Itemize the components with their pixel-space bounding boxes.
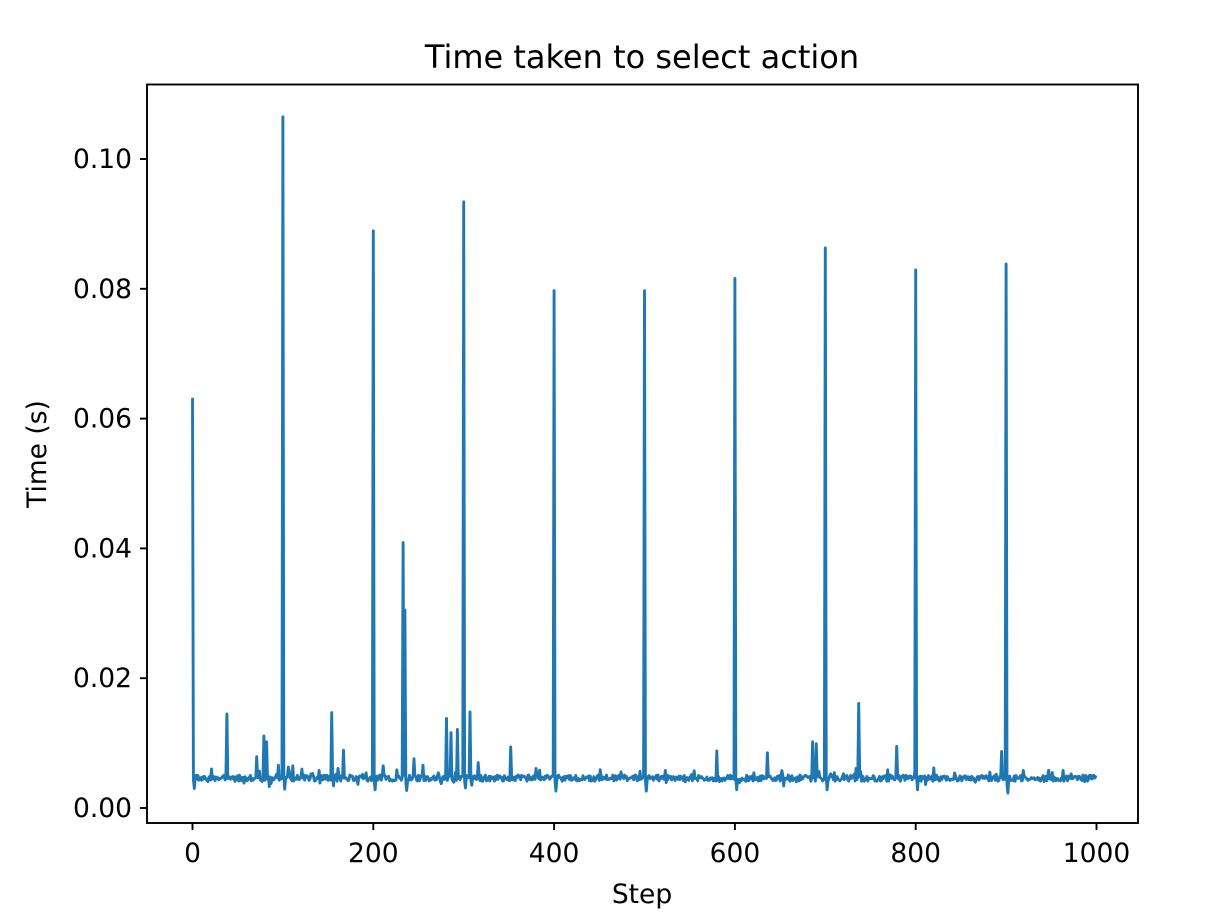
x-tick-label: 400 <box>529 838 580 869</box>
x-axis-ticks: 0 200 400 600 800 1000 <box>184 823 1130 869</box>
y-tick-label: 0.06 <box>73 404 132 435</box>
x-tick-label: 1000 <box>1063 838 1130 869</box>
axes-spines <box>146 83 1139 824</box>
x-tick-label: 600 <box>710 838 761 869</box>
y-tick-label: 0.04 <box>73 533 132 564</box>
y-axis-ticks: 0.00 0.02 0.04 0.06 0.08 0.10 <box>73 144 147 824</box>
y-tick-label: 0.10 <box>73 144 132 175</box>
time-series-line <box>191 115 1098 795</box>
x-tick-label: 0 <box>184 838 201 869</box>
y-tick-label: 0.00 <box>73 793 132 824</box>
y-axis-label: Time (s) <box>22 400 53 509</box>
y-tick-label: 0.08 <box>73 274 132 305</box>
chart-title: Time taken to select action <box>424 38 859 76</box>
y-tick-label: 0.02 <box>73 663 132 694</box>
series-polyline <box>191 115 1098 795</box>
x-tick-label: 800 <box>890 838 941 869</box>
x-axis-label: Step <box>612 879 672 910</box>
x-tick-label: 200 <box>348 838 399 869</box>
